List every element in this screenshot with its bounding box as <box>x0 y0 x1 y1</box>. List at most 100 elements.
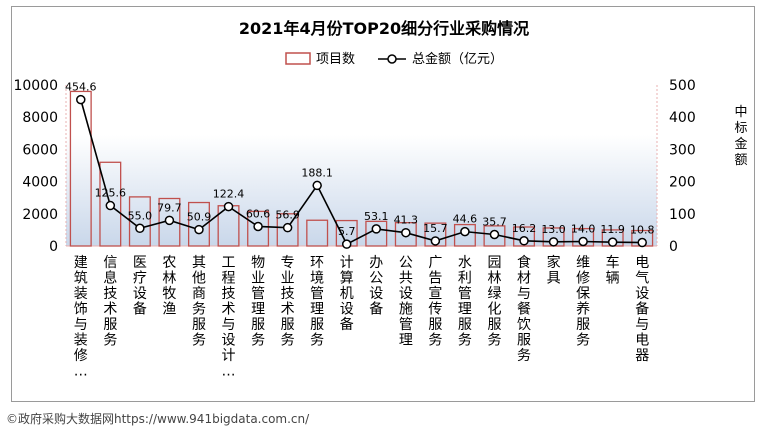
y-left-tick-label: 10000 <box>13 78 58 94</box>
x-category-label-char: 务 <box>192 302 206 318</box>
x-category-label-char: 服 <box>458 317 472 333</box>
x-category-label-char: 服 <box>192 317 206 333</box>
data-label-amount: 122.4 <box>213 188 245 201</box>
legend-line-marker <box>387 54 397 64</box>
x-category-label-char: 术 <box>281 302 295 318</box>
y-right-tick-label: 300 <box>669 142 696 158</box>
x-category-label-char: 程 <box>222 271 236 287</box>
line-point <box>578 236 588 247</box>
x-category-label-char: 装 <box>74 286 88 302</box>
x-category-label-char: 辆 <box>606 271 620 287</box>
x-category-label-char: 修 <box>576 271 590 287</box>
line-point <box>105 200 116 211</box>
x-category-label-char: 理 <box>399 333 413 349</box>
x-category-label-char: 商 <box>192 286 206 302</box>
chart-title: 2021年4月份TOP20细分行业采购情况 <box>239 19 529 38</box>
x-category-label-char: 修 <box>74 348 88 364</box>
data-label-amount: 454.6 <box>65 81 97 94</box>
x-category-label-char: 服 <box>281 317 295 333</box>
x-category-label-char: 办 <box>369 255 383 271</box>
data-label-amount: 56.9 <box>275 209 300 222</box>
line-point <box>548 237 559 247</box>
line-point <box>460 226 470 237</box>
legend-bar-label: 项目数 <box>316 52 355 67</box>
x-category-label-char: 服 <box>487 317 501 333</box>
bar-project-count <box>69 90 92 247</box>
x-category-label-char: 务 <box>251 333 265 349</box>
y-right-axis-label-char: 金 <box>734 136 747 152</box>
line-point <box>135 223 145 234</box>
x-category-label-char: 饮 <box>517 317 531 333</box>
line-point <box>164 215 175 226</box>
x-category-label-char: 疗 <box>133 271 147 287</box>
data-label-amount: 15.7 <box>423 222 448 235</box>
y-left-tick-label: 4000 <box>22 175 58 191</box>
y-left-tick-label: 8000 <box>22 110 58 126</box>
bar-project-count <box>394 222 417 247</box>
x-category-label-char: 务 <box>517 348 531 364</box>
x-category-label-char: 备 <box>133 301 147 318</box>
data-label-amount: 44.6 <box>453 213 478 226</box>
x-category-label-char: 专 <box>281 255 295 271</box>
x-category-label-char: 务 <box>281 333 295 349</box>
x-category-label-char: 具 <box>547 271 561 287</box>
x-category-label-char: 设 <box>399 286 413 302</box>
bar-project-count <box>99 161 122 247</box>
y-left-tick-label: 2000 <box>22 207 58 223</box>
x-category-label-char: 渔 <box>162 302 176 318</box>
bar-project-count <box>128 196 151 247</box>
bar-project-count <box>276 213 299 247</box>
x-category-label-char: 家 <box>547 254 561 271</box>
x-category-label-char: 算 <box>340 271 354 287</box>
x-category-label-char: 计 <box>340 255 354 271</box>
x-category-label-char: 服 <box>576 317 590 333</box>
bar-project-count <box>424 222 447 247</box>
x-category-label-char: 林 <box>162 271 176 287</box>
x-category-label-char: 医 <box>133 255 147 271</box>
line-point <box>282 222 293 233</box>
x-category-label-char: 服 <box>251 317 265 333</box>
data-label-amount: 14.0 <box>571 222 596 235</box>
x-category-label-char: 务 <box>192 333 206 349</box>
x-category-label-char: 与 <box>74 317 88 333</box>
data-label-amount: 79.7 <box>157 201 182 214</box>
x-category-label-char: 备 <box>340 316 354 333</box>
data-label-amount: 60.6 <box>246 207 271 220</box>
x-category-label-char: 化 <box>487 302 501 318</box>
x-category-label-char: 电 <box>635 333 649 349</box>
line-point <box>76 94 86 105</box>
x-category-label-char: 维 <box>576 255 590 271</box>
data-label-amount: 125.6 <box>95 187 127 200</box>
x-category-label-char: 技 <box>222 286 236 302</box>
x-category-label-char: 他 <box>192 271 206 287</box>
x-category-label-char: 服 <box>103 317 117 333</box>
x-category-label-char: 其 <box>192 255 206 271</box>
x-category-label-char: 息 <box>103 270 117 287</box>
line-point <box>607 237 618 247</box>
x-category-label-char: 公 <box>399 255 413 271</box>
x-category-label-char: 设 <box>635 286 649 302</box>
line-point <box>489 229 500 240</box>
x-category-label-char: 告 <box>428 271 442 287</box>
data-label-amount: 41.3 <box>394 214 419 227</box>
x-category-label-char: 施 <box>399 302 413 318</box>
x-category-label-char: 信 <box>103 255 117 271</box>
x-category-label-char: 管 <box>310 286 324 302</box>
x-category-label-char: … <box>222 364 236 380</box>
data-label-amount: 188.1 <box>301 166 333 179</box>
x-category-label-char: 气 <box>635 271 649 287</box>
x-category-label-char: 管 <box>458 286 472 302</box>
data-label-amount: 16.2 <box>512 222 537 235</box>
plot-background <box>66 135 657 246</box>
y-right-axis-label-char: 中 <box>734 105 747 120</box>
x-category-label-char: 物 <box>251 255 265 271</box>
data-label-amount: 50.9 <box>187 211 212 224</box>
y-right-axis-label-char: 标 <box>734 121 747 136</box>
line-point <box>341 239 352 249</box>
x-category-label-char: 服 <box>428 317 442 333</box>
x-category-label-char: 业 <box>281 271 295 287</box>
bar-project-count <box>513 226 536 247</box>
line-point <box>253 221 263 232</box>
x-category-label-char: 电 <box>635 255 649 271</box>
x-category-label-char: 餐 <box>517 302 531 318</box>
